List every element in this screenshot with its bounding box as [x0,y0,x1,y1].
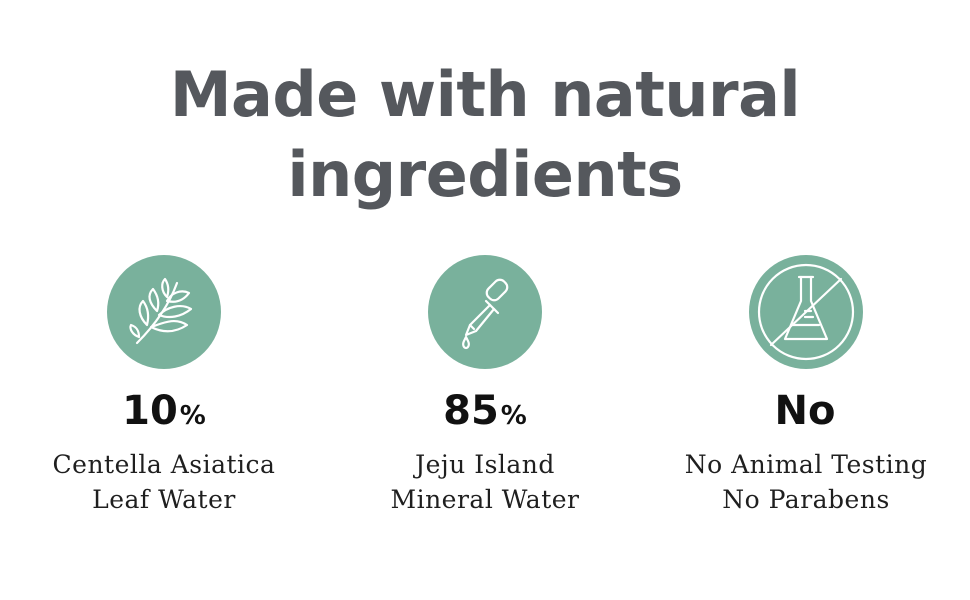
feature-description: Jeju Island Mineral Water [325,447,645,517]
description-line-1: No Animal Testing [684,450,928,479]
description-line-2: No Parabens [722,485,890,514]
no-testing-flask-icon [749,255,863,369]
stat-unit: % [500,401,527,431]
description-line-2: Mineral Water [390,485,580,514]
stat-value: No [646,387,966,435]
stat-number: 85 [443,388,499,434]
feature-jeju-water: 85% Jeju Island Mineral Water [325,255,645,517]
feature-description: Centella Asiatica Leaf Water [4,447,324,517]
description-line-2: Leaf Water [92,485,236,514]
stat-value: 85% [325,387,645,435]
headline-line-2: ingredients [287,138,683,211]
feature-no-testing: No No Animal Testing No Parabens [646,255,966,517]
feature-centella: 10% Centella Asiatica Leaf Water [4,255,324,517]
leaf-icon [107,255,221,369]
dropper-icon [428,255,542,369]
stat-unit: % [179,401,206,431]
stat-value: 10% [4,387,324,435]
stat-number: No [774,388,836,434]
headline-line-1: Made with natural [169,58,801,131]
headline: Made with natural ingredients [0,55,970,215]
description-line-1: Jeju Island [415,450,555,479]
stat-number: 10 [122,388,178,434]
description-line-1: Centella Asiatica [52,450,276,479]
feature-description: No Animal Testing No Parabens [646,447,966,517]
